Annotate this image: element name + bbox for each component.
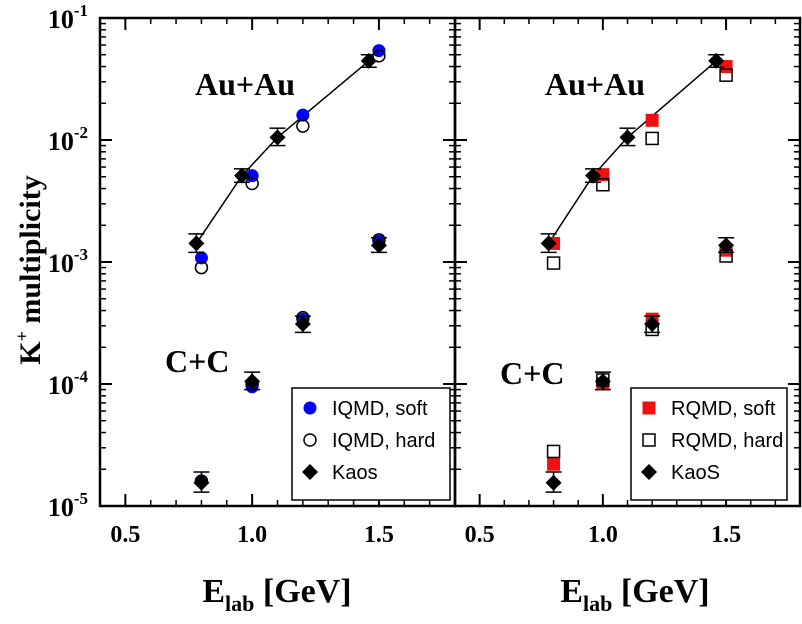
x-tick-label: 0.5 [465, 522, 495, 548]
data-point [594, 373, 611, 390]
kaos-connecting-line [195, 60, 370, 244]
legend-entry: IQMD, soft [332, 398, 428, 420]
x-tick-label: 1.0 [588, 522, 618, 548]
data-point [546, 444, 561, 459]
data-point [545, 474, 562, 491]
data-point [372, 49, 386, 63]
y-axis-label: K+ multiplicity [12, 175, 47, 364]
data-point [596, 168, 610, 182]
y-tick-label: 10-3 [48, 245, 88, 278]
x-tick-label: 1.0 [237, 522, 267, 548]
legend-marker [642, 401, 656, 415]
legend-marker [642, 433, 656, 447]
data-point [719, 68, 733, 82]
legend-marker [303, 433, 317, 447]
data-point [245, 176, 259, 191]
x-axis-label: Elab [GeV] [560, 573, 709, 616]
data-point [360, 52, 377, 69]
legend-marker [641, 464, 657, 480]
data-point [372, 44, 386, 58]
series-left-2 [188, 52, 387, 493]
x-tick-label: 1.5 [364, 522, 394, 548]
data-point [644, 316, 661, 333]
data-point [296, 108, 310, 122]
system-annotation: Au+Au [545, 66, 645, 102]
data-point [596, 177, 610, 192]
y-tick-label: 10-5 [48, 489, 88, 522]
data-point [193, 474, 210, 491]
kaos-connecting-line [548, 60, 717, 244]
data-point [708, 52, 725, 69]
data-point [619, 129, 636, 146]
legend-entry: IQMD, hard [332, 430, 435, 452]
data-point [645, 113, 659, 127]
legend-box [291, 387, 451, 501]
x-tick-label: 0.5 [110, 522, 140, 548]
data-point [718, 237, 735, 254]
system-annotation: C+C [165, 343, 229, 379]
data-point [547, 457, 561, 471]
legend-left: IQMD, soft IQMD, hard Kaos [291, 387, 451, 501]
system-annotation: C+C [500, 355, 564, 391]
data-point [234, 167, 250, 184]
x-tick-label: 1.5 [711, 522, 741, 548]
legend-entry: Kaos [332, 462, 378, 484]
legend-box [630, 387, 788, 501]
x-axis-label: Elab [GeV] [202, 573, 351, 616]
data-point [645, 131, 659, 146]
plot-frame-right [453, 16, 802, 508]
y-tick-label: 10-4 [48, 367, 89, 400]
legend-marker [303, 401, 317, 415]
data-point [194, 260, 209, 275]
data-point [540, 235, 557, 252]
data-point [546, 256, 561, 270]
legend-marker [302, 464, 318, 480]
data-point [296, 119, 310, 133]
data-point [585, 167, 601, 184]
data-point [194, 251, 208, 265]
data-point [294, 316, 311, 333]
y-tick-label: 10-2 [48, 123, 88, 156]
data-point [269, 129, 286, 146]
legend-entry: RQMD, hard [671, 430, 783, 452]
legend-entry: KaoS [671, 462, 720, 484]
series-right-2 [540, 52, 735, 493]
data-point [244, 373, 261, 390]
legend-entry: RQMD, soft [671, 398, 776, 420]
legend-right: RQMD, soft RQMD, hard KaoS [630, 387, 788, 501]
data-point [188, 235, 205, 252]
system-annotation: Au+Au [195, 66, 295, 102]
y-tick-label: 10-1 [48, 1, 88, 34]
data-point [370, 237, 387, 254]
